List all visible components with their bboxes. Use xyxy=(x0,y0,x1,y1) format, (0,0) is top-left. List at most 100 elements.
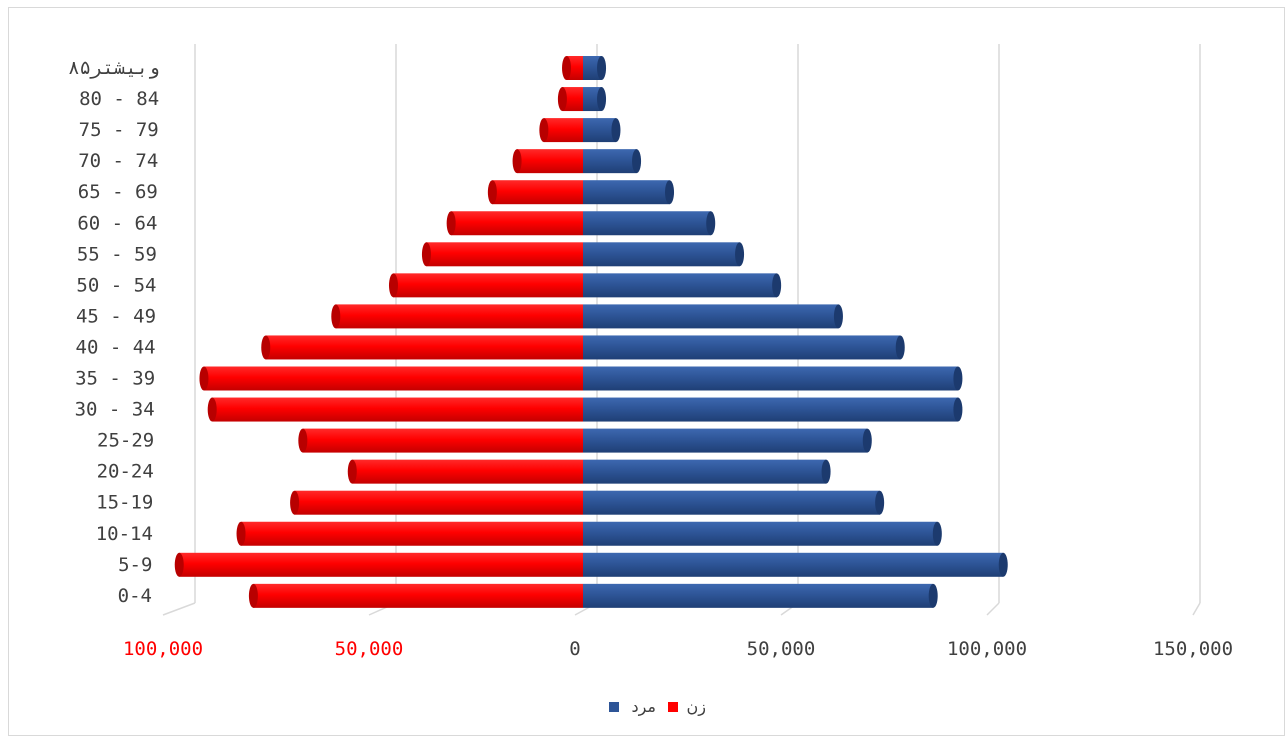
female-bar-cap-9 xyxy=(331,304,341,329)
female-bar-cap-16 xyxy=(557,87,567,112)
male-bar-cap-16 xyxy=(597,87,607,112)
gridline-floor-0 xyxy=(162,602,196,616)
male-bar-body-7 xyxy=(583,366,958,391)
category-label-12: 60 - 64 xyxy=(77,212,157,234)
male-bar-body-4 xyxy=(583,459,827,484)
male-bar-body-12 xyxy=(583,211,711,236)
female-bar-body-16 xyxy=(562,87,583,112)
male-bar-body-13 xyxy=(583,180,670,205)
female-bar-body-17 xyxy=(566,56,583,80)
female-bar-body-2 xyxy=(241,521,584,546)
male-bar-body-17 xyxy=(583,56,602,80)
x-tick-label-1: 50,000 xyxy=(335,638,404,660)
category-label-1: 5-9 xyxy=(118,554,152,576)
female-bar-cap-4 xyxy=(347,459,357,484)
male-bar-7 xyxy=(583,366,963,391)
female-bar-body-6 xyxy=(212,397,583,422)
category-label-11: 55 - 59 xyxy=(77,243,157,265)
x-tick-label-3: 50,000 xyxy=(747,638,816,660)
male-bar-cap-15 xyxy=(611,118,621,143)
female-bar-body-12 xyxy=(451,211,583,236)
male-bar-body-0 xyxy=(583,583,934,608)
male-bar-body-15 xyxy=(583,118,616,143)
female-bar-15 xyxy=(539,118,583,143)
male-bar-body-8 xyxy=(583,335,901,360)
male-bar-9 xyxy=(583,304,843,329)
female-bar-cap-7 xyxy=(199,366,209,391)
category-label-4: 20-24 xyxy=(97,461,154,483)
category-label-16: 80 - 84 xyxy=(79,88,159,110)
female-bar-cap-5 xyxy=(298,428,308,453)
category-label-7: 35 - 39 xyxy=(75,368,155,390)
female-bar-body-5 xyxy=(302,428,583,453)
category-label-3: 15-19 xyxy=(96,492,153,514)
female-bar-14 xyxy=(512,149,583,174)
female-bar-cap-3 xyxy=(290,490,300,515)
male-bar-body-5 xyxy=(583,428,868,453)
male-bar-cap-9 xyxy=(833,304,843,329)
female-bar-body-0 xyxy=(253,583,583,608)
male-bar-1 xyxy=(583,552,1008,577)
female-bar-3 xyxy=(290,490,583,515)
female-bar-cap-11 xyxy=(421,242,431,267)
male-bar-body-9 xyxy=(583,304,839,329)
male-bar-8 xyxy=(583,335,905,360)
category-label-2: 10-14 xyxy=(96,523,153,545)
male-bar-body-10 xyxy=(583,273,777,298)
female-bar-cap-13 xyxy=(487,180,497,205)
male-bar-body-16 xyxy=(583,87,602,112)
female-bar-body-11 xyxy=(426,242,583,267)
female-bar-16 xyxy=(557,87,583,112)
male-bar-body-3 xyxy=(583,490,880,515)
female-bar-11 xyxy=(421,242,583,267)
male-bar-cap-3 xyxy=(875,490,885,515)
female-bar-cap-10 xyxy=(388,273,398,298)
female-bar-cap-14 xyxy=(512,149,522,174)
male-bar-cap-6 xyxy=(953,397,963,422)
category-label-0: 0-4 xyxy=(118,585,152,607)
female-bar-cap-17 xyxy=(562,56,572,80)
male-bar-12 xyxy=(583,211,716,236)
female-bar-body-14 xyxy=(517,149,583,174)
female-bar-cap-8 xyxy=(261,335,271,360)
female-bar-body-1 xyxy=(179,552,584,577)
male-bar-cap-12 xyxy=(706,211,716,236)
female-bar-6 xyxy=(207,397,583,422)
female-bar-body-3 xyxy=(294,490,583,515)
x-tick-labels: 100,000 50,000 0 50,000 100,000 150,000 xyxy=(123,638,1233,660)
male-bar-cap-10 xyxy=(772,273,782,298)
female-bar-cap-2 xyxy=(236,521,246,546)
female-bar-cap-12 xyxy=(446,211,456,236)
male-bar-body-2 xyxy=(583,521,938,546)
x-tick-label-4: 100,000 xyxy=(947,638,1027,660)
x-tick-label-2: 0 xyxy=(569,638,580,660)
female-bar-body-9 xyxy=(335,304,583,329)
female-bar-5 xyxy=(298,428,583,453)
female-bar-8 xyxy=(261,335,583,360)
female-bar-10 xyxy=(388,273,583,298)
category-label-9: 45 - 49 xyxy=(76,305,156,327)
female-bar-body-13 xyxy=(492,180,583,205)
category-label-6: 30 - 34 xyxy=(75,399,155,421)
female-bar-cap-6 xyxy=(207,397,217,422)
male-bar-15 xyxy=(583,118,621,143)
male-bar-cap-17 xyxy=(597,56,607,80)
male-bar-body-11 xyxy=(583,242,740,267)
female-bar-12 xyxy=(446,211,583,236)
male-bar-0 xyxy=(583,583,938,608)
female-bar-body-8 xyxy=(265,335,583,360)
legend-label-female: زن xyxy=(687,697,706,717)
male-bar-cap-8 xyxy=(895,335,905,360)
female-bar-cap-1 xyxy=(174,552,184,577)
male-bar-cap-2 xyxy=(932,521,942,546)
female-bar-body-4 xyxy=(352,459,583,484)
male-bar-2 xyxy=(583,521,942,546)
male-bar-6 xyxy=(583,397,963,422)
category-label-10: 50 - 54 xyxy=(76,274,156,296)
category-label-17: ۸۵وبیشتر xyxy=(68,57,160,79)
male-bar-body-1 xyxy=(583,552,1004,577)
female-bar-cap-15 xyxy=(539,118,549,143)
x-tick-label-5: 150,000 xyxy=(1153,638,1233,660)
female-bar-2 xyxy=(236,521,584,546)
